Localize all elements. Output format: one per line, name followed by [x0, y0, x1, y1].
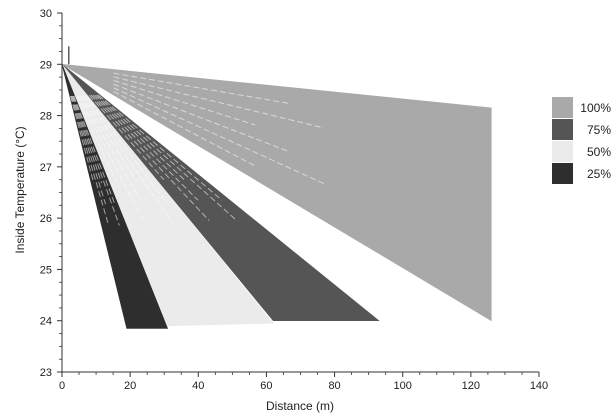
- series-50-streak: [81, 95, 138, 182]
- y-tick-label: 28: [40, 111, 52, 123]
- series-50-streak: [85, 95, 167, 203]
- series-50-streak: [83, 95, 173, 224]
- legend-swatch-25: [552, 163, 573, 184]
- plot-area: [61, 46, 492, 329]
- series-75-area: [61, 64, 380, 322]
- series-100-streak: [113, 83, 290, 153]
- series-50-streak: [79, 95, 143, 203]
- series-75-streaks: [88, 94, 238, 222]
- series-100-streak: [113, 72, 290, 104]
- x-tick-label: 120: [462, 380, 480, 392]
- series-75-streak: [92, 94, 199, 201]
- y-axis-title: Inside Temperature (°C): [13, 126, 27, 253]
- x-tick-label: 20: [124, 380, 136, 392]
- y-tick-label: 27: [40, 162, 52, 174]
- series-25-streak: [69, 95, 95, 184]
- axes: 0 20 40 60 80 100 120 140 23 24 25 26 27 28 29 30: [40, 8, 548, 392]
- x-tick-label: 80: [328, 380, 340, 392]
- x-tick-label: 0: [59, 380, 65, 392]
- x-tick-label: 40: [192, 380, 204, 392]
- x-tick-label: 60: [260, 380, 272, 392]
- series-75-streak: [96, 94, 238, 222]
- series-100-streak: [113, 76, 324, 129]
- series-50-streak: [76, 95, 117, 183]
- y-tick-label: 26: [40, 213, 52, 225]
- series-75-streak: [88, 94, 165, 181]
- legend-label-75: 75%: [587, 123, 611, 137]
- series-25-streaks: [69, 95, 120, 226]
- legend-swatch-75: [552, 119, 573, 140]
- legend-swatch-100: [552, 97, 573, 118]
- x-tick-label: 140: [530, 380, 548, 392]
- series-25-streak: [70, 95, 110, 226]
- x-axis-title: Distance (m): [266, 399, 334, 413]
- series-25-streak: [71, 95, 107, 205]
- y-tick-label: 23: [40, 367, 52, 379]
- legend: 100% 75% 50% 25%: [552, 97, 611, 184]
- series-25-area: [61, 64, 169, 329]
- series-75-streak: [90, 94, 210, 222]
- series-50-streak: [77, 95, 146, 224]
- y-tick-label: 25: [40, 264, 52, 276]
- series-100-streaks: [113, 72, 325, 185]
- x-tick-label: 100: [394, 380, 412, 392]
- y-tick-label: 29: [40, 59, 52, 71]
- series-50-area: [61, 64, 274, 327]
- y-tick-label: 24: [40, 316, 52, 328]
- series-50-streaks: [76, 95, 173, 224]
- legend-swatch-50: [552, 141, 573, 162]
- series-25-streak: [73, 95, 116, 205]
- series-25-streak: [72, 95, 120, 226]
- series-100-streak: [113, 87, 325, 185]
- series-75-streak: [97, 94, 223, 201]
- series-100-area: [61, 63, 492, 322]
- legend-label-25: 25%: [587, 167, 611, 181]
- y-tick-label: 30: [40, 8, 52, 20]
- series-75-streak: [94, 94, 185, 181]
- series-100-streak: [113, 79, 256, 126]
- legend-label-100: 100%: [580, 101, 611, 115]
- series-25-streak: [72, 95, 103, 184]
- legend-label-50: 50%: [587, 145, 611, 159]
